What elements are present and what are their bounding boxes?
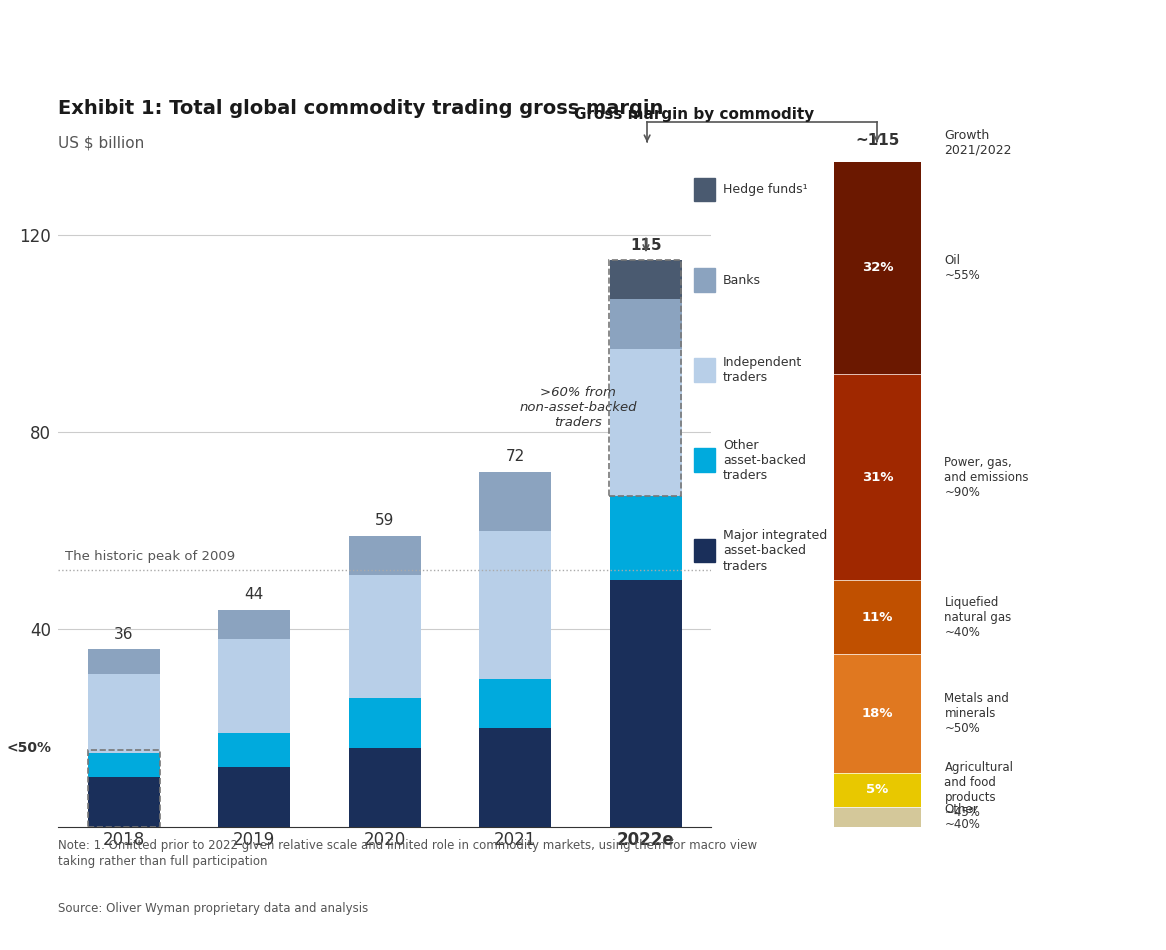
Text: 32%: 32%	[862, 261, 893, 275]
Text: US $ billion: US $ billion	[58, 135, 145, 150]
Text: 59: 59	[375, 514, 394, 528]
Bar	[479, 728, 552, 826]
Text: Note: 1. Omitted prior to 2022 given relative scale and limited role in commodit: Note: 1. Omitted prior to 2022 given rel…	[58, 840, 758, 867]
Bar	[834, 654, 921, 773]
Text: 18%: 18%	[862, 707, 893, 720]
Text: Major integrated
asset-backed
traders: Major integrated asset-backed traders	[723, 529, 827, 573]
Text: Exhibit 1: Total global commodity trading gross margin: Exhibit 1: Total global commodity tradin…	[58, 99, 663, 118]
Bar	[349, 698, 421, 748]
Bar	[87, 752, 160, 777]
Bar	[89, 750, 160, 826]
Bar	[87, 649, 160, 674]
Bar	[87, 674, 160, 752]
Bar	[87, 777, 160, 826]
Text: Gross margin by commodity: Gross margin by commodity	[574, 106, 814, 122]
Bar	[218, 610, 290, 639]
Text: 44: 44	[245, 587, 264, 602]
Text: Agricultural
and food
products
~45%: Agricultural and food products ~45%	[944, 761, 1013, 819]
Bar	[834, 807, 921, 826]
Bar	[834, 580, 921, 654]
Bar	[610, 349, 682, 497]
Bar	[834, 162, 921, 374]
Bar	[610, 260, 681, 497]
Text: Hedge funds¹: Hedge funds¹	[723, 183, 808, 197]
Text: Banks: Banks	[723, 274, 761, 287]
Text: 31%: 31%	[862, 471, 893, 484]
Bar	[218, 732, 290, 768]
Text: Liquefied
natural gas
~40%: Liquefied natural gas ~40%	[944, 596, 1012, 638]
Bar	[610, 260, 682, 299]
Text: Other
asset-backed
traders: Other asset-backed traders	[723, 439, 806, 483]
Bar	[349, 748, 421, 826]
Text: >60% from
non-asset-backed
traders: >60% from non-asset-backed traders	[519, 387, 637, 429]
Text: 72: 72	[506, 449, 525, 465]
Bar	[218, 639, 290, 732]
Text: Independent
traders: Independent traders	[723, 356, 802, 385]
Text: 5%: 5%	[866, 784, 888, 796]
Text: The historic peak of 2009: The historic peak of 2009	[65, 550, 236, 563]
Bar	[218, 768, 290, 826]
Text: Source: Oliver Wyman proprietary data and analysis: Source: Oliver Wyman proprietary data an…	[58, 902, 368, 915]
Bar	[834, 773, 921, 807]
Bar	[349, 576, 421, 698]
Text: 115: 115	[630, 238, 662, 253]
Bar	[349, 536, 421, 576]
Text: Oil
~55%: Oil ~55%	[944, 254, 981, 282]
Bar	[610, 299, 682, 349]
Text: Metals and
minerals
~50%: Metals and minerals ~50%	[944, 692, 1010, 735]
Bar	[834, 374, 921, 580]
Bar	[479, 678, 552, 728]
Text: <50%: <50%	[7, 741, 51, 754]
Text: Other
~40%: Other ~40%	[944, 803, 981, 830]
Bar	[610, 580, 682, 826]
Bar	[610, 497, 682, 580]
Text: Growth
2021/2022: Growth 2021/2022	[944, 129, 1012, 157]
Text: ~115: ~115	[855, 133, 900, 148]
Text: 11%: 11%	[862, 611, 893, 623]
Bar	[479, 531, 552, 678]
Bar	[479, 472, 552, 531]
Text: Power, gas,
and emissions
~90%: Power, gas, and emissions ~90%	[944, 456, 1028, 499]
Text: 36: 36	[114, 627, 133, 642]
